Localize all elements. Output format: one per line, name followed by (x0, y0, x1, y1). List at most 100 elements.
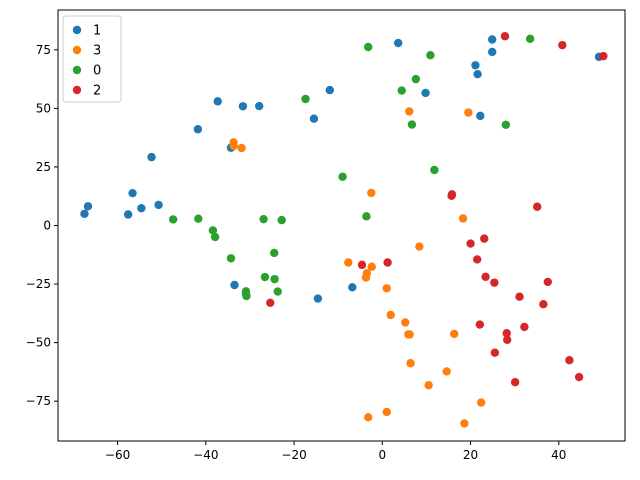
y-tick-label-3: 0 (43, 219, 51, 233)
point-series-2-13 (502, 335, 512, 345)
point-series-3-16 (424, 381, 433, 390)
point-series-0-17 (364, 42, 373, 52)
point-series-1-22 (487, 35, 497, 44)
point-series-2-22 (565, 355, 574, 365)
point-series-2-24 (599, 51, 608, 61)
points-layer (80, 32, 608, 428)
point-series-0-18 (397, 86, 406, 95)
point-series-3-2 (237, 143, 246, 153)
x-tick-label-0: −60 (105, 448, 130, 462)
legend-marker-1 (72, 25, 82, 35)
point-series-0-4 (226, 254, 236, 263)
point-series-3-1 (229, 141, 238, 151)
series-3 (229, 107, 486, 428)
point-series-3-22 (460, 419, 469, 428)
point-series-3-24 (364, 413, 373, 422)
point-series-1-15 (309, 114, 319, 123)
point-series-0-9 (260, 272, 270, 282)
point-series-3-18 (450, 329, 459, 339)
point-series-0-12 (273, 287, 282, 296)
plot-frame (57, 9, 626, 442)
point-series-3-17 (442, 367, 451, 376)
point-series-0-11 (270, 274, 279, 284)
point-series-0-20 (411, 74, 421, 84)
point-series-3-7 (367, 262, 376, 271)
point-series-0-19 (407, 120, 417, 129)
point-series-3-14 (406, 359, 415, 368)
point-series-3-3 (344, 258, 353, 267)
point-series-3-10 (401, 318, 410, 327)
point-series-3-20 (464, 108, 473, 117)
x-tick-label-5: 40 (551, 448, 566, 462)
point-series-0-15 (338, 172, 347, 181)
legend-marker-3 (72, 45, 82, 55)
point-series-1-11 (238, 102, 248, 111)
point-series-1-3 (128, 188, 137, 198)
point-series-2-11 (490, 348, 500, 357)
legend-label-1: 1 (93, 24, 101, 39)
point-series-0-16 (362, 212, 371, 221)
legend-label-0: 0 (93, 64, 101, 79)
point-series-2-9 (481, 272, 490, 281)
y-tick-label-2: −25 (26, 277, 51, 291)
point-series-1-4 (137, 203, 146, 213)
y-tick-label-0: −75 (26, 394, 51, 408)
point-series-3-8 (382, 284, 391, 293)
point-series-1-2 (123, 210, 133, 219)
point-series-2-5 (466, 239, 475, 248)
point-series-1-23 (487, 47, 497, 57)
point-series-1-13 (313, 294, 323, 303)
point-series-0-24 (525, 34, 535, 44)
series-0 (168, 34, 535, 301)
legend-marker-2 (72, 85, 82, 95)
point-series-2-0 (266, 298, 275, 307)
point-series-2-1 (357, 260, 367, 270)
point-series-0-3 (210, 232, 220, 242)
y-tick-label-6: 75 (36, 43, 51, 57)
point-series-3-21 (476, 398, 486, 407)
legend-label-2: 2 (93, 84, 101, 99)
point-series-1-18 (421, 88, 430, 98)
point-series-3-15 (415, 242, 424, 251)
point-series-3-12 (405, 330, 414, 339)
legend-marker-0 (72, 65, 82, 75)
point-series-0-10 (270, 248, 279, 258)
point-series-2-14 (500, 32, 510, 41)
x-tick-label-2: −20 (281, 448, 306, 462)
point-series-3-23 (382, 407, 391, 417)
point-series-3-5 (362, 269, 372, 278)
point-series-2-17 (520, 322, 529, 332)
point-series-0-14 (301, 94, 310, 104)
point-series-2-23 (574, 372, 584, 382)
point-series-1-6 (154, 200, 163, 210)
point-series-0-1 (194, 214, 203, 223)
series-2 (266, 32, 608, 387)
point-series-1-12 (255, 101, 264, 111)
point-series-3-13 (405, 107, 414, 116)
point-series-1-1 (83, 202, 93, 211)
point-series-2-2 (383, 258, 392, 267)
point-series-1-16 (348, 283, 357, 292)
point-series-2-8 (480, 234, 489, 243)
x-tick-label-1: −40 (193, 448, 218, 462)
point-series-2-20 (543, 277, 552, 287)
point-series-2-16 (515, 292, 524, 301)
point-series-2-6 (472, 255, 482, 264)
point-series-0-13 (277, 215, 286, 225)
x-tick-label-3: 0 (378, 448, 386, 462)
y-tick-label-5: 50 (36, 101, 51, 115)
point-series-2-7 (475, 320, 485, 329)
point-series-2-12 (502, 329, 511, 338)
point-series-1-5 (147, 152, 156, 162)
point-series-0-23 (501, 120, 511, 129)
point-series-1-0 (80, 209, 89, 218)
point-series-3-6 (367, 188, 376, 198)
y-tick-label-1: −50 (26, 336, 51, 350)
point-series-1-21 (476, 111, 485, 121)
point-series-1-20 (473, 69, 482, 79)
series-1 (80, 35, 604, 303)
point-series-2-21 (558, 40, 567, 50)
